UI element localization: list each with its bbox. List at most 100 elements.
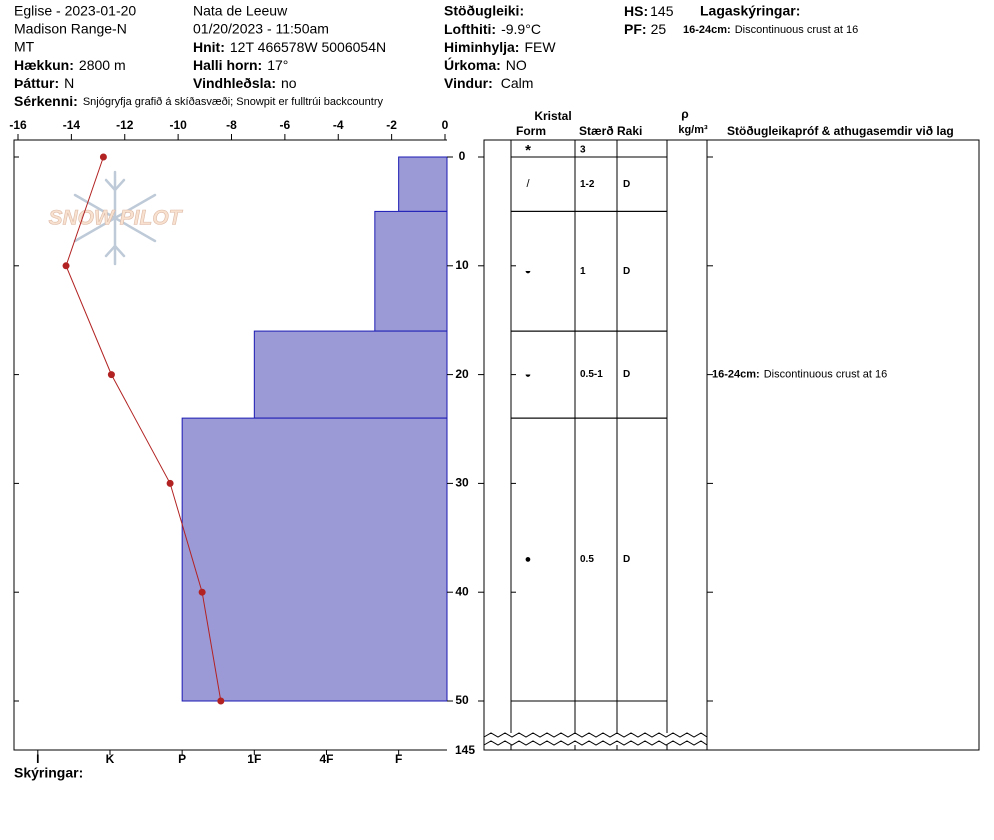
label: Þáttur: <box>14 75 59 91</box>
x-tick-label: -2 <box>386 118 397 132</box>
moisture: D <box>623 369 630 380</box>
notes-label: Skýringar: <box>14 765 83 781</box>
label: Vindur: <box>444 75 493 91</box>
stability: Stöðugleiki: <box>444 3 524 19</box>
precip: Úrkoma: NO <box>444 56 527 73</box>
hardness-bar <box>181 417 448 702</box>
moisture: D <box>623 554 630 565</box>
table-header: Stöðugleikapróf & athugasemdir við lag <box>727 124 954 138</box>
table-header: ρ <box>681 107 688 121</box>
value: NO <box>506 57 527 73</box>
label: Halli horn: <box>193 57 262 73</box>
temperature-point <box>217 697 225 705</box>
label: Hækkun: <box>14 57 74 73</box>
hardness-bar <box>374 210 448 332</box>
table-header: Kristal <box>534 109 571 123</box>
layer-note: 16-24cm: Discontinuous crust at 16 <box>683 24 858 36</box>
hardness-tick-label: 1F <box>247 752 261 766</box>
table-header: kg/m³ <box>678 124 708 136</box>
temperature-line <box>65 156 222 702</box>
y-tick-label: 40 <box>455 584 469 598</box>
y-tick-label: 30 <box>455 476 469 490</box>
grain-form: ◒ <box>525 265 532 277</box>
label: HS: <box>624 3 648 19</box>
value: FEW <box>524 39 556 55</box>
surface-size: 3 <box>580 145 586 156</box>
moisture: D <box>623 266 630 277</box>
y-tick-label: 20 <box>455 367 469 381</box>
label: Vindhleðsla: <box>193 75 276 91</box>
temperature-point <box>107 371 115 379</box>
temperature-point <box>198 588 206 596</box>
table-frame <box>483 139 980 751</box>
note-label: 16-24cm: <box>683 24 731 36</box>
observer: Nata de Leeuw <box>193 3 288 19</box>
layer-notes: 16-24cm: Discontinuous crust at 16 <box>683 24 858 36</box>
pf: PF: 25 <box>624 21 666 37</box>
grain-form: ◒ <box>525 369 532 381</box>
value: Calm <box>501 75 534 91</box>
sky: Himinhylja: FEW <box>444 39 556 55</box>
table-header: Raki <box>617 124 642 138</box>
wind: Vindur: Calm <box>444 75 533 91</box>
value: -9.9°C <box>501 21 541 37</box>
hardness-bar <box>398 156 448 212</box>
hardness-tick-label: F <box>395 752 402 766</box>
x-tick-label: -4 <box>333 118 344 132</box>
slope: Halli horn: 17° <box>193 57 288 73</box>
x-tick-label: 0 <box>442 118 449 132</box>
hardness-tick-label: 4F <box>319 752 333 766</box>
grain-size: 0.5-1 <box>580 369 603 380</box>
label: Himinhylja: <box>444 39 519 55</box>
note-text: Discontinuous crust at 16 <box>735 24 859 36</box>
features: Sérkenni: Snjógryfja grafið á skíðasvæði;… <box>14 93 384 109</box>
datetime: 01/20/2023 - 11:50am <box>193 21 329 37</box>
x-tick-label: -14 <box>63 118 81 132</box>
table-header: Stærð <box>579 124 614 138</box>
moisture: D <box>623 179 630 190</box>
hardness-bar <box>253 330 448 419</box>
logo-text: SNOW PILOT <box>49 207 184 230</box>
coords: Hnit: 12T 466578W 5006054N <box>193 39 386 55</box>
grain-size: 0.5 <box>580 554 594 565</box>
depth-break <box>483 732 708 746</box>
hardness-tick-label: P <box>178 752 186 766</box>
layer-table: * 3 / 1-2 D ◒ 1 D ◒ 0.5-1 D 16-24cm: Discontinuous c… <box>511 142 887 702</box>
hardness-tick-label: I <box>36 752 39 766</box>
layer-notes-title: Lagaskýringar: <box>700 3 800 19</box>
wind-loading: Vindhleðsla: no <box>193 75 297 91</box>
grain-size: 1-2 <box>580 179 595 190</box>
y-tick-label: 50 <box>455 693 469 707</box>
label: Hnit: <box>193 39 225 55</box>
x-tick-label: -16 <box>9 118 27 132</box>
grain-form: ● <box>525 553 532 565</box>
x-tick-label: -12 <box>116 118 134 132</box>
range: Madison Range-N <box>14 21 127 37</box>
x-tick-label: -10 <box>169 118 187 132</box>
total-depth: 145 <box>455 743 475 757</box>
plot: -16 -14 -12 -10 -8 -6 -4 -2 0 0 10 20 30 40 50 I K P 1F 4F F <box>9 118 713 766</box>
grain-form: / <box>526 178 530 190</box>
label: PF: <box>624 21 647 37</box>
logo: SNOW PILOT <box>48 170 184 266</box>
value: 25 <box>651 21 667 37</box>
value: 145 <box>650 3 674 19</box>
y-tick-label: 0 <box>459 149 466 163</box>
value: N <box>64 75 74 91</box>
y-tick-label: 10 <box>455 258 469 272</box>
label: Úrkoma: <box>444 56 501 73</box>
hs: HS: 145 <box>624 3 674 19</box>
comment-label: 16-24cm: <box>712 369 760 381</box>
site: Eglise - 2023-01-20 <box>14 3 136 19</box>
state: MT <box>14 39 35 55</box>
layer-comment: 16-24cm: Discontinuous crust at 16 <box>712 369 887 381</box>
air-temp: Lofthiti: -9.9°C <box>444 21 541 37</box>
surface-form: * <box>525 142 531 159</box>
value: 12T 466578W 5006054N <box>230 39 386 55</box>
x-tick-label: -6 <box>280 118 291 132</box>
value: Snjógryfja grafið á skíðasvæði; Snowpit … <box>83 96 384 108</box>
value: no <box>281 75 297 91</box>
elevation: Hækkun: 2800 m <box>14 57 126 73</box>
grain-size: 1 <box>580 266 586 277</box>
